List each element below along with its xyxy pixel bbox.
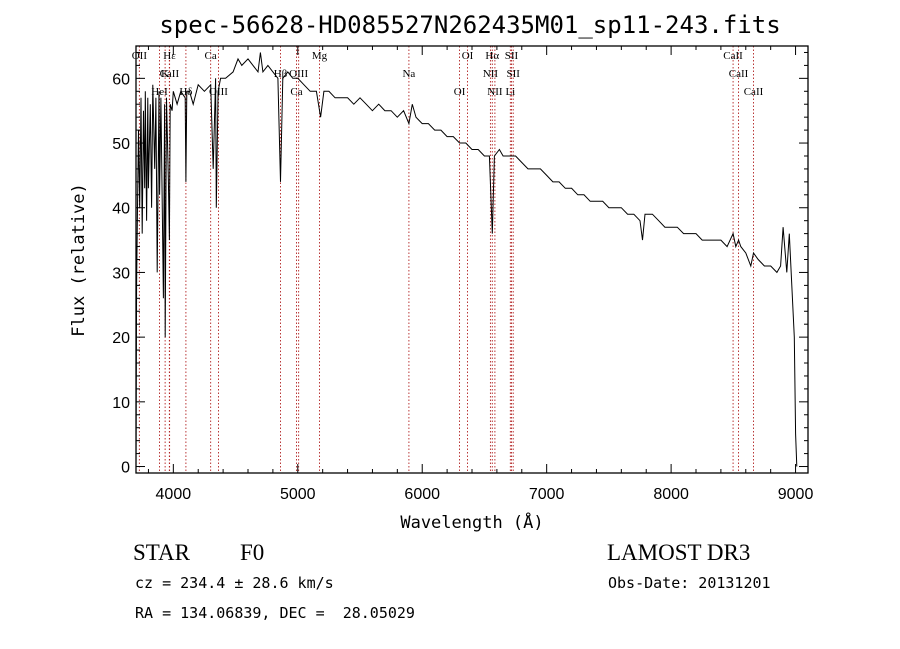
line-label-8: OIII [209, 86, 228, 98]
line-label-14: OI [454, 86, 466, 98]
line-label-7: CaII [160, 68, 180, 80]
line-label-10: OIII [289, 68, 308, 80]
axis-ticks: 4000 5000 6000 7000 8000 9000 0 10 20 30 40 50 60 [112, 46, 813, 503]
x-tick-label-4: 8000 [653, 486, 689, 503]
line-label-13: Na [402, 68, 415, 80]
x-tick-label-2: 6000 [404, 486, 440, 503]
line-label-17: NII [487, 86, 503, 98]
y-tick-label-6: 60 [112, 71, 130, 88]
coordinates: RA = 134.06839, DEC = 28.05029 [135, 604, 415, 622]
observation-date: Obs-Date: 20131201 [608, 574, 771, 592]
x-tick-label-1: 5000 [280, 486, 316, 503]
chart-title: spec-56628-HD085527N262435M01_sp11-243.f… [159, 11, 780, 39]
line-label-4: K [161, 68, 169, 80]
plot-frame [135, 45, 809, 474]
x-tick-label-5: 9000 [778, 486, 814, 503]
line-label-23: CaII [744, 86, 764, 98]
x-tick-label-0: 4000 [156, 486, 192, 503]
redshift-velocity: cz = 234.4 ± 28.6 km/s [135, 574, 334, 592]
x-tick-label-3: 7000 [529, 486, 565, 503]
line-label-11: Ca [290, 86, 302, 98]
y-tick-label-4: 40 [112, 201, 130, 218]
line-label-9: Ca [205, 50, 217, 62]
line-label-0: Hα [485, 50, 499, 62]
line-label-6: OII [132, 50, 148, 62]
object-subclass: F0 [240, 540, 265, 565]
y-tick-label-0: 0 [121, 460, 130, 477]
flux-line [135, 52, 798, 467]
line-label-2: Hδ [179, 86, 192, 98]
x-axis-label: Wavelength (Å) [400, 511, 543, 533]
object-class: STAR [133, 540, 190, 565]
line-label-19: SII [506, 68, 520, 80]
line-label-20: Li [505, 86, 515, 98]
line-label-12: Mg [312, 50, 328, 62]
spectral-line-labels: HαHβHδHεKHeIOIICaIIOIIICaOIIICaMgNaOIOIN… [132, 50, 764, 98]
spectral-line-markers [138, 46, 754, 473]
y-axis-label: Flux (relative) [69, 183, 89, 337]
y-tick-label-5: 50 [112, 136, 130, 153]
y-tick-label-1: 10 [112, 395, 130, 412]
line-label-21: CaII [723, 50, 743, 62]
flux-series [135, 52, 798, 467]
line-label-3: Hε [163, 50, 176, 62]
spectrum-chart: spec-56628-HD085527N262435M01_sp11-243.f… [69, 11, 813, 533]
line-label-22: CaII [729, 68, 749, 80]
survey-name: LAMOST DR3 [607, 540, 751, 565]
line-label-16: NII [483, 68, 499, 80]
y-tick-label-3: 30 [112, 265, 130, 282]
line-label-18: SII [505, 50, 519, 62]
line-label-15: OI [462, 50, 474, 62]
y-tick-label-2: 20 [112, 330, 130, 347]
line-label-5: HeI [151, 86, 168, 98]
